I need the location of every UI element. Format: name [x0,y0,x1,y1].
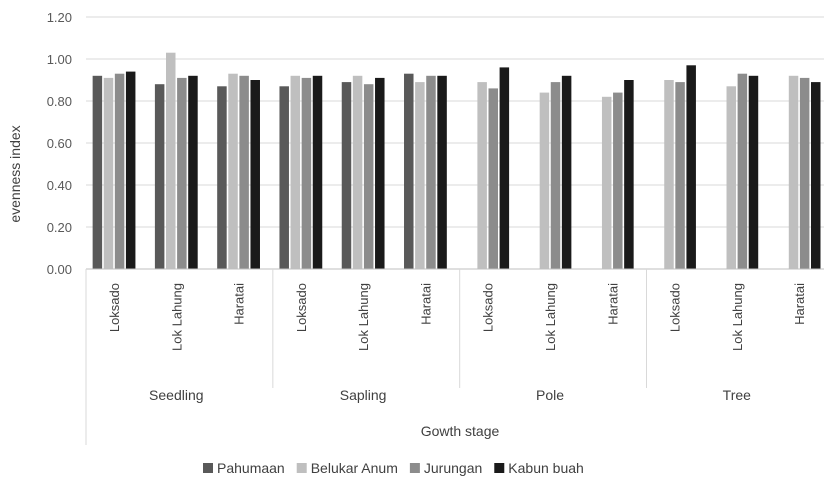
bar [250,80,260,269]
y-tick-label: 0.80 [47,94,72,109]
legend-label: Belukar Anum [311,460,398,476]
bar [748,75,759,269]
bar [664,80,674,269]
x-group-label: Sapling [340,387,387,403]
bar [415,82,425,269]
legend-label: Jurungan [424,460,482,476]
bar [188,75,198,269]
x-category-label: Lok Lahung [543,283,558,351]
x-group-label: Tree [723,387,751,403]
x-category-label: Lok Lahung [356,283,371,351]
bar [624,80,634,269]
x-group-labels: Seedling Sapling Pole Tree [149,387,751,403]
bar [686,65,696,269]
bar [228,73,238,269]
x-category-label: Loksado [294,283,309,332]
bar [477,82,487,269]
gridlines [86,16,824,228]
bar [166,52,176,270]
bar [726,86,737,269]
axes [85,268,824,445]
bar [601,96,612,269]
y-tick-label: 0.60 [47,136,72,151]
bar [810,82,821,269]
x-category-label: Haratai [605,283,620,325]
bar [114,73,125,269]
bar [312,75,323,269]
y-tick-labels: 0.00 0.20 0.40 0.60 0.80 1.00 1.20 [47,10,72,277]
bar [561,75,572,269]
legend: Pahumaan Belukar Anum Jurungan Kabun buah [203,460,584,476]
x-category-label: Haratai [418,283,433,325]
legend-swatch [494,463,505,473]
bar [103,77,114,270]
x-category-label: Haratai [232,283,247,325]
y-tick-label: 0.40 [47,178,72,193]
x-category-label: Lok Lahung [169,283,184,351]
legend-swatch [296,463,307,473]
y-axis-title: evenness index [7,125,23,222]
bar [239,75,249,269]
bar [154,84,165,269]
x-group-label: Pole [536,387,564,403]
x-category-label: Loksado [481,283,496,332]
bar [375,77,385,270]
bar [279,86,289,269]
bars [92,52,821,270]
bar [290,75,301,269]
bar [550,82,561,269]
bar [488,88,498,270]
bar [737,73,748,269]
bar [499,67,510,270]
x-category-labels: Loksado Lok Lahung Haratai Loksado Lok Lahun… [107,283,807,351]
bar [92,75,103,269]
bar [799,77,810,270]
y-tick-label: 0.00 [47,262,72,277]
bar [352,75,363,269]
legend-label: Kabun buah [508,460,584,476]
y-tick-label: 0.20 [47,220,72,235]
bar [217,86,227,269]
x-category-label: Loksado [668,283,683,332]
x-group-label: Seedling [149,387,204,403]
bar [125,71,136,269]
bar [341,82,352,269]
x-category-label: Haratai [792,283,807,325]
bar [301,77,312,270]
bar [437,75,447,269]
bar [404,73,414,269]
legend-swatch [409,463,420,473]
bar [426,75,436,269]
bar [675,82,685,269]
bar [177,77,187,270]
x-axis-title: Gowth stage [421,423,500,439]
y-tick-label: 1.20 [47,10,72,25]
legend-label: Pahumaan [217,460,285,476]
bar [613,92,623,269]
bar [788,75,799,269]
x-category-label: Loksado [107,283,122,332]
x-category-label: Lok Lahung [730,283,745,351]
bar [363,84,374,269]
y-tick-label: 1.00 [47,52,72,67]
bar [539,92,550,269]
legend-swatch [203,463,213,473]
